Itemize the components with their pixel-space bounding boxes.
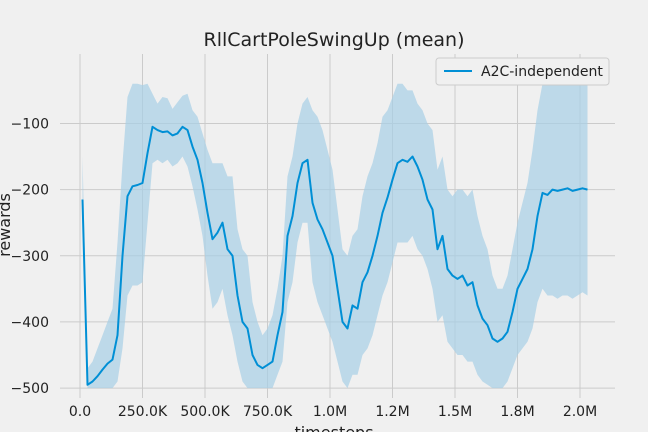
- x-tick-labels: 0.0 250.0K 500.0K 750.0K 1.0M 1.2M 1.5M 1.8M 2.0…: [69, 404, 597, 420]
- y-tick-label: −100: [11, 116, 49, 132]
- x-tick-label: 1.2M: [375, 404, 409, 420]
- x-tick-label: 2.0M: [563, 404, 597, 420]
- series-line: [81, 125, 588, 386]
- confidence-band: [82, 73, 588, 389]
- y-tick-label: −200: [11, 183, 49, 199]
- x-tick-label: 1.0M: [313, 404, 347, 420]
- series-line-layer: [81, 125, 588, 386]
- x-tick-label: 0.0: [69, 404, 91, 420]
- x-tick-label: 250.0K: [118, 404, 168, 420]
- y-axis-label: rewards: [0, 193, 14, 257]
- x-tick-label: 1.8M: [500, 404, 534, 420]
- y-tick-labels: −500 −400 −300 −200 −100: [11, 116, 49, 397]
- legend-label: A2C-independent: [481, 64, 603, 80]
- legend: A2C-independent: [435, 57, 610, 86]
- x-tick-label: 750.0K: [243, 404, 293, 420]
- confidence-band-layer: [82, 73, 588, 389]
- x-axis-label: timesteps: [294, 423, 373, 432]
- legend-box: [435, 57, 610, 86]
- x-tick-label: 500.0K: [180, 404, 230, 420]
- x-tick-label: 1.5M: [438, 404, 472, 420]
- chart-title: RllCartPoleSwingUp (mean): [204, 29, 465, 51]
- y-tick-label: −300: [11, 249, 49, 265]
- y-tick-label: −500: [11, 381, 49, 397]
- y-tick-label: −400: [11, 315, 49, 331]
